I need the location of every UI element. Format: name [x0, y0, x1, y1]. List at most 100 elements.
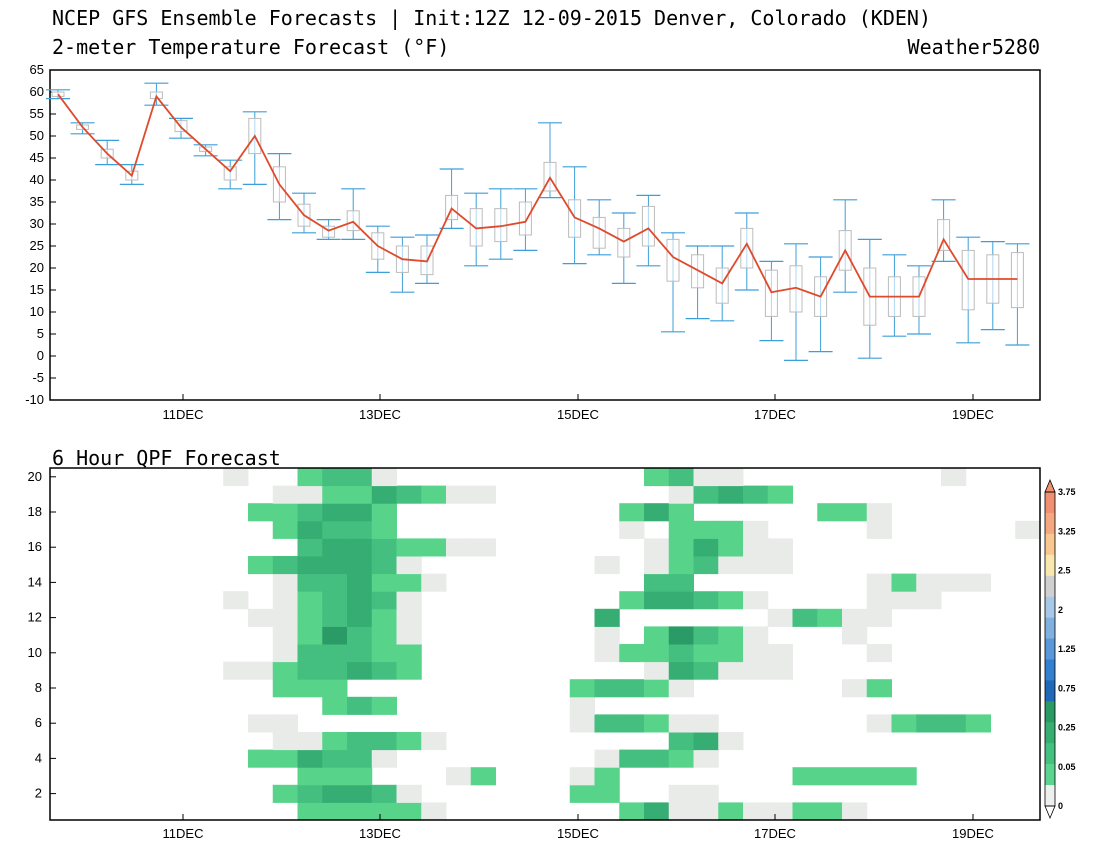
qpf-cell	[891, 714, 917, 733]
box	[592, 216, 606, 249]
qpf-cell	[693, 644, 719, 663]
qpf-cell	[668, 591, 694, 610]
qpf-cell	[718, 468, 744, 487]
qpf-cell	[941, 714, 967, 733]
qpf-cell	[347, 538, 373, 557]
qpf-cell	[916, 573, 942, 592]
qpf-cell	[446, 767, 472, 786]
qpf-cell	[594, 644, 620, 663]
qpf-cell	[718, 732, 744, 751]
qpf-cell	[718, 485, 744, 504]
y-tick-label: 4	[35, 750, 42, 765]
qpf-cell	[297, 503, 323, 522]
qpf-cell	[371, 591, 397, 610]
qpf-cell	[297, 644, 323, 663]
qpf-cell	[668, 520, 694, 539]
qpf-cell	[297, 573, 323, 592]
qpf-cell	[347, 784, 373, 803]
qpf-cell	[693, 556, 719, 575]
qpf-cell	[767, 802, 793, 821]
qpf-cell	[322, 591, 348, 610]
qpf-cell	[941, 468, 967, 487]
colorbar-label: 2.5	[1058, 566, 1071, 576]
qpf-cell	[248, 714, 274, 733]
qpf-cell	[347, 608, 373, 627]
colorbar-label: 3.75	[1058, 487, 1076, 497]
colorbar-label: 0.75	[1058, 683, 1076, 693]
qpf-cell	[347, 573, 373, 592]
qpf-cell	[470, 538, 496, 557]
qpf-cell	[272, 679, 298, 698]
x-tick-label: 13DEC	[359, 407, 401, 422]
qpf-cell	[248, 556, 274, 575]
qpf-cell	[594, 556, 620, 575]
qpf-cell	[718, 591, 744, 610]
qpf-cell	[817, 608, 843, 627]
qpf-cell	[322, 503, 348, 522]
qpf-cell	[718, 556, 744, 575]
colorbar-top-arrow	[1044, 478, 1056, 493]
qpf-cell	[297, 732, 323, 751]
qpf-cell	[396, 556, 422, 575]
qpf-cell	[668, 784, 694, 803]
colorbar-swatch	[1045, 575, 1055, 597]
qpf-cell	[842, 767, 868, 786]
qpf-cell	[644, 714, 670, 733]
qpf-cell	[297, 556, 323, 575]
qpf-cell	[693, 468, 719, 487]
qpf-cell	[842, 679, 868, 698]
qpf-cell	[322, 767, 348, 786]
qpf-cell	[322, 644, 348, 663]
qpf-cell	[866, 714, 892, 733]
box	[740, 227, 754, 269]
y-tick-label: 25	[30, 238, 44, 253]
qpf-cell	[569, 767, 595, 786]
x-tick-label: 15DEC	[557, 407, 599, 422]
qpf-cell	[767, 485, 793, 504]
qpf-cell	[866, 679, 892, 698]
qpf-cell	[272, 732, 298, 751]
y-tick-label: 40	[30, 172, 44, 187]
qpf-cell	[347, 626, 373, 645]
qpf-cell	[693, 626, 719, 645]
qpf-cell	[644, 591, 670, 610]
qpf-cell	[396, 608, 422, 627]
qpf-cell	[891, 573, 917, 592]
qpf-cell	[322, 679, 348, 698]
qpf-cell	[792, 767, 818, 786]
qpf-cell	[371, 749, 397, 768]
qpf-cell	[421, 732, 447, 751]
qpf-cell	[594, 767, 620, 786]
qpf-cell	[322, 626, 348, 645]
qpf-cell	[297, 767, 323, 786]
x-tick-label: 15DEC	[557, 826, 599, 841]
qpf-cell	[248, 749, 274, 768]
box	[641, 205, 655, 247]
x-tick-label: 19DEC	[952, 407, 994, 422]
qpf-cell	[470, 767, 496, 786]
qpf-cell	[842, 626, 868, 645]
colorbar-swatch	[1045, 701, 1055, 723]
colorbar-swatch	[1045, 785, 1055, 807]
qpf-cell	[866, 573, 892, 592]
qpf-cell	[297, 538, 323, 557]
qpf-cell	[371, 503, 397, 522]
qpf-cell	[619, 644, 645, 663]
colorbar-swatch	[1045, 617, 1055, 639]
qpf-cell	[668, 644, 694, 663]
y-tick-label: 15	[30, 282, 44, 297]
qpf-cell	[842, 503, 868, 522]
qpf-cell	[817, 767, 843, 786]
box	[1010, 252, 1024, 309]
qpf-cell	[248, 503, 274, 522]
colorbar-frame	[1044, 491, 1056, 807]
colorbar-label: 3.25	[1058, 526, 1076, 536]
x-tick-label: 19DEC	[952, 826, 994, 841]
qpf-cell	[668, 538, 694, 557]
qpf-cell	[668, 556, 694, 575]
qpf-cell	[297, 468, 323, 487]
x-tick-label: 13DEC	[359, 826, 401, 841]
qpf-cell	[272, 644, 298, 663]
qpf-cell	[322, 556, 348, 575]
